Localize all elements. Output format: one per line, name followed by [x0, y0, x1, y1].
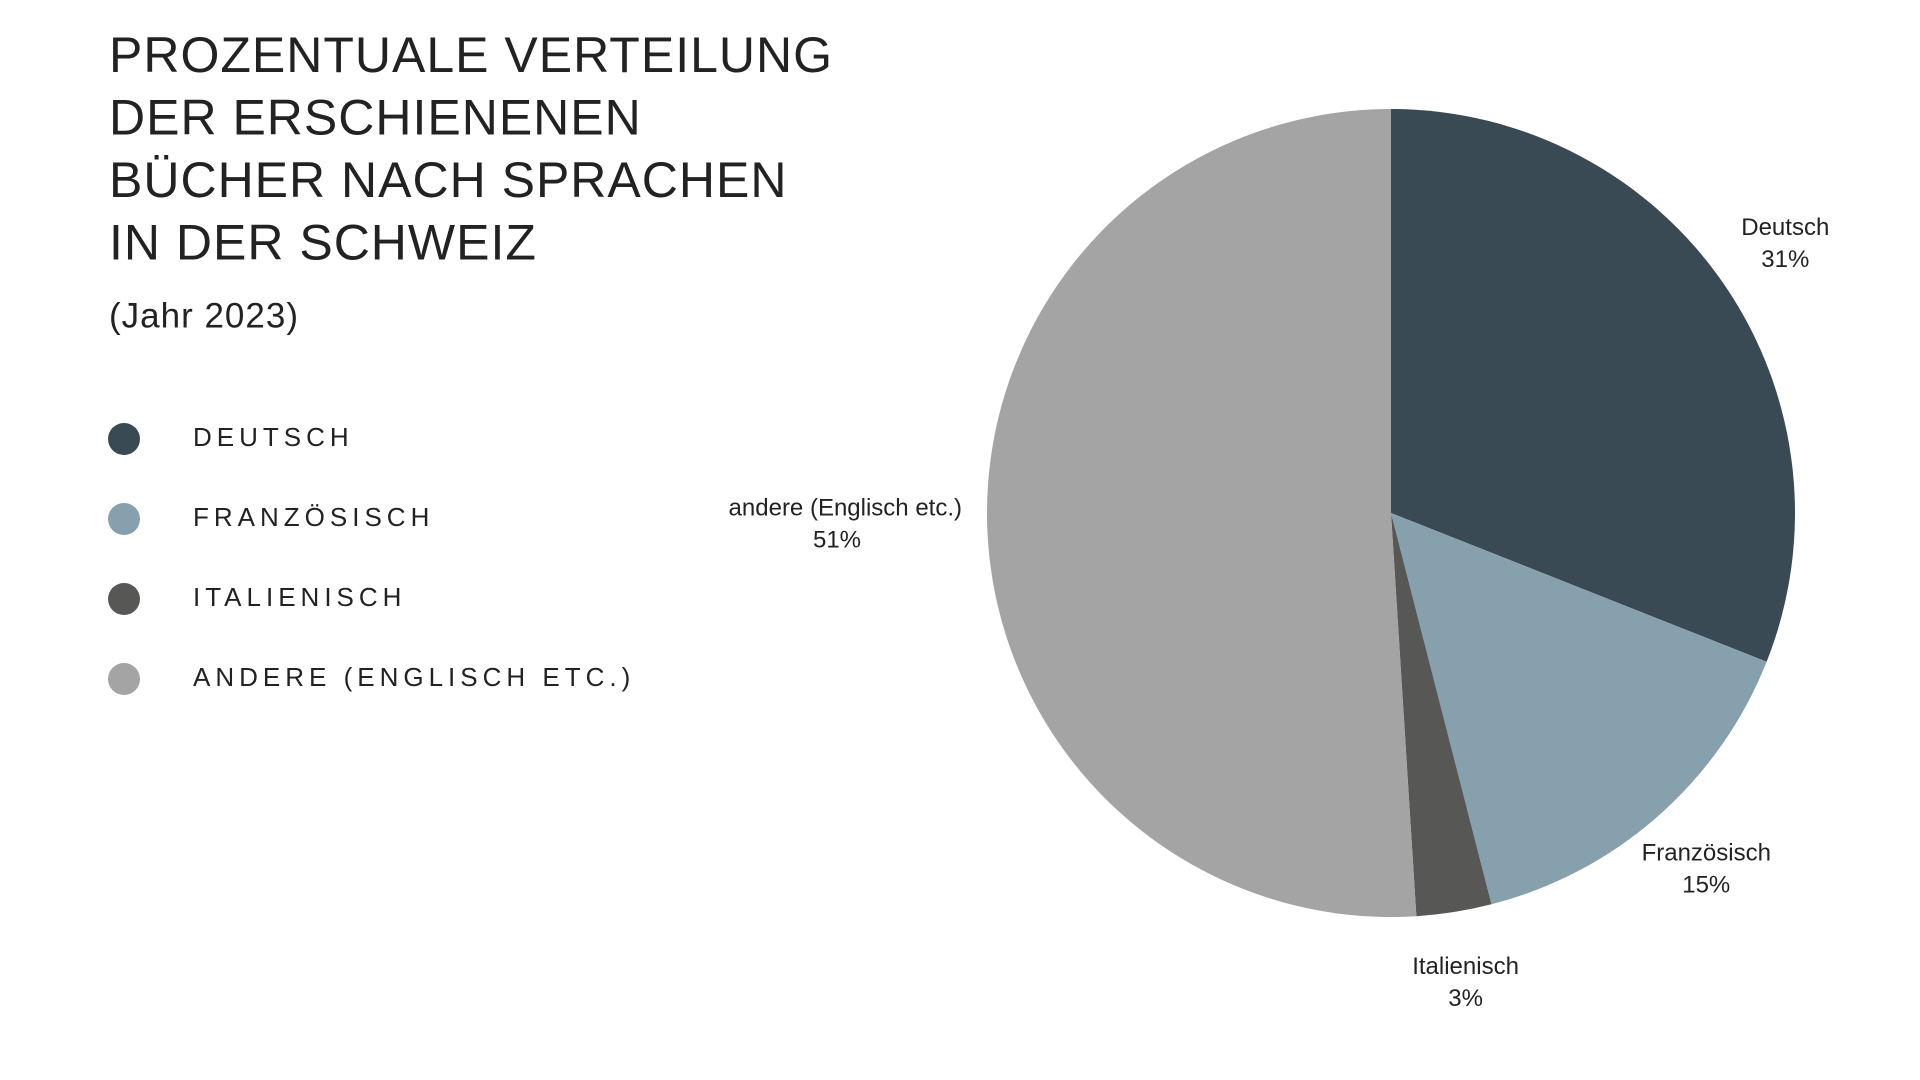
chart-title: DER ERSCHIENENEN — [109, 90, 642, 146]
legend-label: Französisch — [193, 502, 434, 532]
chart-title: BÜCHER NACH SPRACHEN — [109, 152, 787, 208]
legend-label: Italienisch — [193, 582, 406, 612]
pie-slice — [986, 109, 1417, 917]
slice-label-name: Italienisch — [1412, 953, 1519, 980]
slice-label-name: Deutsch — [1741, 214, 1829, 241]
legend-label: Deutsch — [193, 422, 354, 452]
legend-marker — [108, 583, 140, 615]
pie-slice — [1391, 109, 1795, 662]
slice-label-value: 3% — [1448, 985, 1483, 1012]
pie-slice — [1391, 513, 1492, 917]
slice-label-value: 31% — [1761, 246, 1809, 273]
slice-label-value: 51% — [813, 527, 861, 554]
legend-marker — [108, 663, 140, 695]
legend-marker — [108, 423, 140, 455]
legend-label: andere (Englisch etc.) — [193, 662, 635, 692]
slice-label: Französisch 15% — [1642, 840, 1771, 899]
slice-label: Italienisch 3% — [1412, 953, 1519, 1012]
pie-slice — [1391, 513, 1767, 905]
legend-marker — [108, 503, 140, 535]
slice-label: andere (Englisch etc.) 51% — [729, 495, 962, 554]
chart-subtitle: (Jahr 2023) — [109, 296, 299, 335]
slice-label-value: 15% — [1682, 872, 1730, 899]
chart-title: IN DER SCHWEIZ — [109, 215, 537, 271]
slice-label-name: andere (Englisch etc.) — [729, 495, 962, 522]
chart-title: PROZENTUALE VERTEILUNG — [109, 27, 833, 83]
slice-label-name: Französisch — [1642, 840, 1771, 867]
slice-label: Deutsch 31% — [1741, 214, 1829, 273]
